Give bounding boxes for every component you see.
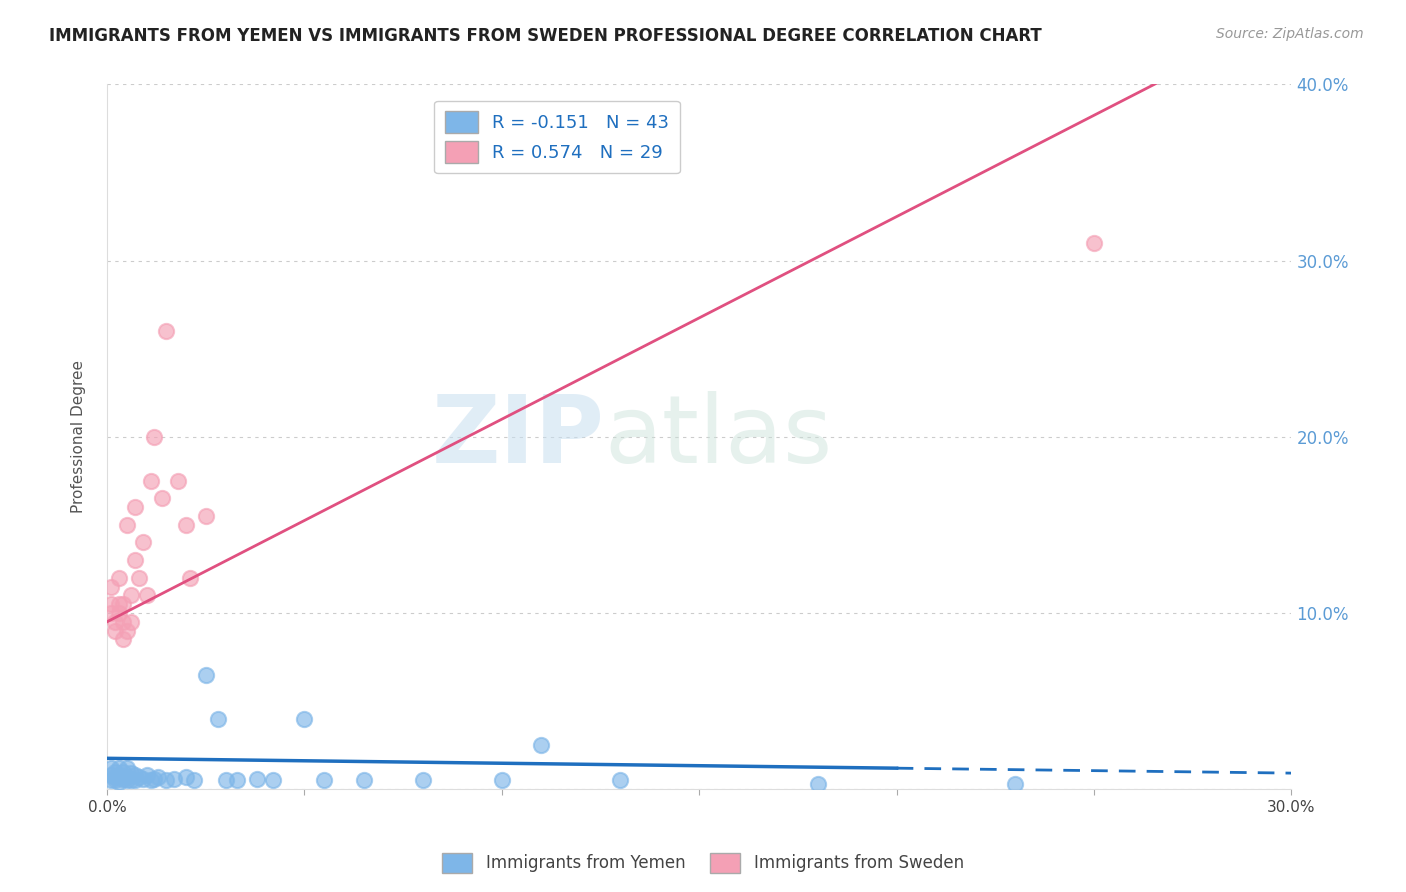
Point	[108, 768, 131, 782]
Point	[194, 667, 217, 681]
Point	[124, 553, 146, 567]
Y-axis label: Professional Degree: Professional Degree	[72, 360, 86, 513]
Point	[120, 766, 142, 780]
Point	[108, 597, 131, 611]
Point	[530, 738, 553, 752]
Point	[104, 764, 127, 779]
Point	[111, 615, 134, 629]
Point	[155, 773, 177, 788]
Point	[128, 770, 150, 784]
Point	[135, 588, 157, 602]
Point	[100, 606, 122, 620]
Point	[131, 535, 153, 549]
Point	[1083, 235, 1105, 250]
Point	[115, 773, 138, 788]
Point	[294, 712, 316, 726]
Text: atlas: atlas	[605, 391, 832, 483]
Legend: R = -0.151   N = 43, R = 0.574   N = 29: R = -0.151 N = 43, R = 0.574 N = 29	[434, 101, 681, 173]
Point	[1004, 777, 1026, 791]
Point	[100, 597, 122, 611]
Point	[143, 430, 166, 444]
Point	[262, 773, 284, 788]
Point	[491, 773, 513, 788]
Point	[111, 772, 134, 786]
Point	[111, 764, 134, 779]
Point	[353, 773, 375, 788]
Point	[148, 770, 170, 784]
Point	[183, 773, 205, 788]
Point	[111, 597, 134, 611]
Point	[100, 580, 122, 594]
Point	[155, 324, 177, 338]
Point	[100, 768, 122, 782]
Point	[807, 777, 830, 791]
Point	[179, 571, 201, 585]
Point	[135, 768, 157, 782]
Point	[104, 624, 127, 638]
Point	[120, 588, 142, 602]
Point	[128, 571, 150, 585]
Legend: Immigrants from Yemen, Immigrants from Sweden: Immigrants from Yemen, Immigrants from S…	[436, 847, 970, 880]
Point	[174, 770, 197, 784]
Point	[139, 474, 162, 488]
Point	[108, 571, 131, 585]
Point	[124, 768, 146, 782]
Point	[609, 773, 631, 788]
Point	[314, 773, 336, 788]
Point	[111, 632, 134, 647]
Point	[100, 761, 122, 775]
Point	[207, 712, 229, 726]
Point	[214, 773, 236, 788]
Point	[139, 773, 162, 788]
Point	[115, 624, 138, 638]
Point	[120, 773, 142, 788]
Point	[120, 615, 142, 629]
Point	[115, 770, 138, 784]
Point	[124, 773, 146, 788]
Point	[115, 761, 138, 775]
Text: IMMIGRANTS FROM YEMEN VS IMMIGRANTS FROM SWEDEN PROFESSIONAL DEGREE CORRELATION : IMMIGRANTS FROM YEMEN VS IMMIGRANTS FROM…	[49, 27, 1042, 45]
Point	[194, 509, 217, 524]
Point	[115, 517, 138, 532]
Point	[412, 773, 434, 788]
Point	[100, 773, 122, 788]
Point	[104, 770, 127, 784]
Point	[163, 772, 186, 786]
Point	[246, 772, 269, 786]
Point	[174, 517, 197, 532]
Point	[226, 773, 249, 788]
Point	[143, 772, 166, 786]
Point	[131, 772, 153, 786]
Point	[104, 773, 127, 788]
Point	[108, 606, 131, 620]
Point	[104, 615, 127, 629]
Point	[108, 775, 131, 789]
Point	[124, 500, 146, 515]
Point	[150, 491, 173, 506]
Point	[108, 761, 131, 775]
Text: Source: ZipAtlas.com: Source: ZipAtlas.com	[1216, 27, 1364, 41]
Text: ZIP: ZIP	[432, 391, 605, 483]
Point	[167, 474, 190, 488]
